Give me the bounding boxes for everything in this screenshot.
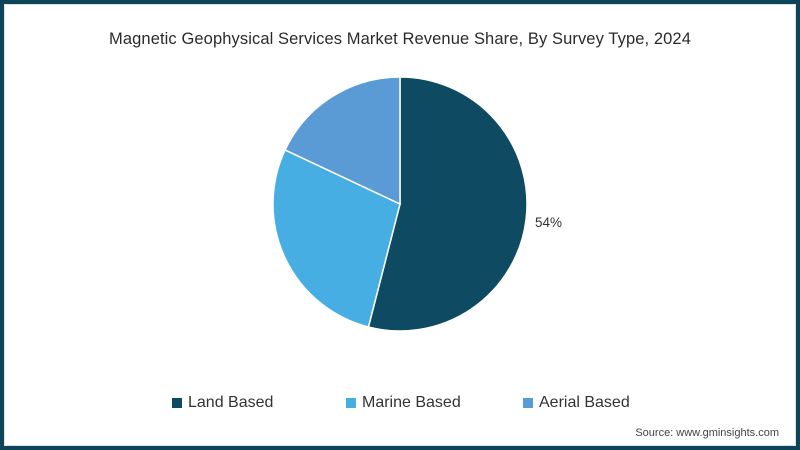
source-note: Source: www.gminsights.com bbox=[635, 427, 779, 439]
legend-label-land-based: Land Based bbox=[188, 394, 274, 411]
legend-swatch-aerial-based bbox=[523, 398, 533, 408]
pie-slice-marine-based[interactable] bbox=[272, 148, 401, 328]
pie-slice-land-based[interactable] bbox=[367, 76, 528, 332]
legend-label-aerial-based: Aerial Based bbox=[539, 394, 630, 411]
legend-item-aerial-based[interactable]: Aerial Based bbox=[523, 394, 630, 412]
data-label-land-based: 54% bbox=[535, 215, 563, 230]
legend-swatch-land-based bbox=[172, 398, 182, 408]
pie-slice-aerial-based[interactable] bbox=[284, 76, 401, 206]
chart-title: Magnetic Geophysical Services Market Rev… bbox=[109, 30, 691, 48]
legend: Land Based Marine Based Aerial Based bbox=[0, 394, 800, 416]
pie-slices bbox=[272, 76, 528, 332]
legend-label-marine-based: Marine Based bbox=[362, 394, 461, 411]
legend-item-land-based[interactable]: Land Based bbox=[172, 394, 273, 412]
legend-swatch-marine-based bbox=[346, 398, 356, 408]
legend-item-marine-based[interactable]: Marine Based bbox=[346, 394, 461, 412]
